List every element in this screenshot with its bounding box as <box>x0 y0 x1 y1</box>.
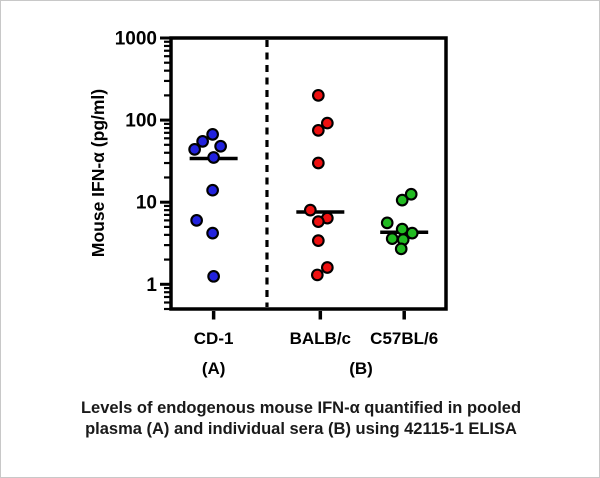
data-point <box>206 226 219 240</box>
data-point <box>311 156 325 170</box>
data-point <box>310 268 324 282</box>
data-point <box>385 232 399 245</box>
x-group-label: C57BL/6 <box>370 329 438 348</box>
data-point <box>190 214 203 227</box>
section-label: (A) <box>202 359 226 378</box>
caption-line-1: Levels of endogenous mouse IFN-α quantif… <box>80 399 522 417</box>
data-point <box>394 242 408 256</box>
data-point <box>214 139 227 153</box>
data-point <box>311 234 325 248</box>
section-label: (B) <box>349 359 373 378</box>
data-point <box>196 135 209 148</box>
y-axis-label: Mouse IFN-α (pg/ml) <box>88 89 108 257</box>
data-point <box>405 226 419 240</box>
data-point <box>311 89 325 102</box>
y-tick-label: 10 <box>136 193 157 214</box>
figure-caption: Levels of endogenous mouse IFN-α quantif… <box>1 398 600 440</box>
caption-line-2: plasma (A) and individual sera (B) using… <box>85 420 517 438</box>
dot-plot-chart: Mouse IFN-α (pg/ml) 1 10 100 1000 CD-1 BALB/c C… <box>88 29 448 378</box>
data-point <box>311 215 325 228</box>
plot-frame <box>169 36 448 311</box>
data-point <box>311 124 325 137</box>
data-point <box>206 128 219 141</box>
y-tick-label: 1 <box>146 275 157 296</box>
data-point <box>404 187 418 201</box>
data-point <box>207 151 220 164</box>
data-point <box>303 203 317 217</box>
x-group-label: CD-1 <box>194 329 234 348</box>
y-tick-label: 1000 <box>115 29 157 50</box>
x-group-label: BALB/c <box>290 329 351 348</box>
data-point <box>395 193 409 207</box>
y-tick-label: 100 <box>125 111 157 132</box>
data-point <box>320 261 334 274</box>
data-point <box>380 216 394 230</box>
data-point <box>206 183 219 197</box>
data-point <box>207 269 220 283</box>
data-point <box>188 143 201 156</box>
data-point <box>320 116 334 130</box>
